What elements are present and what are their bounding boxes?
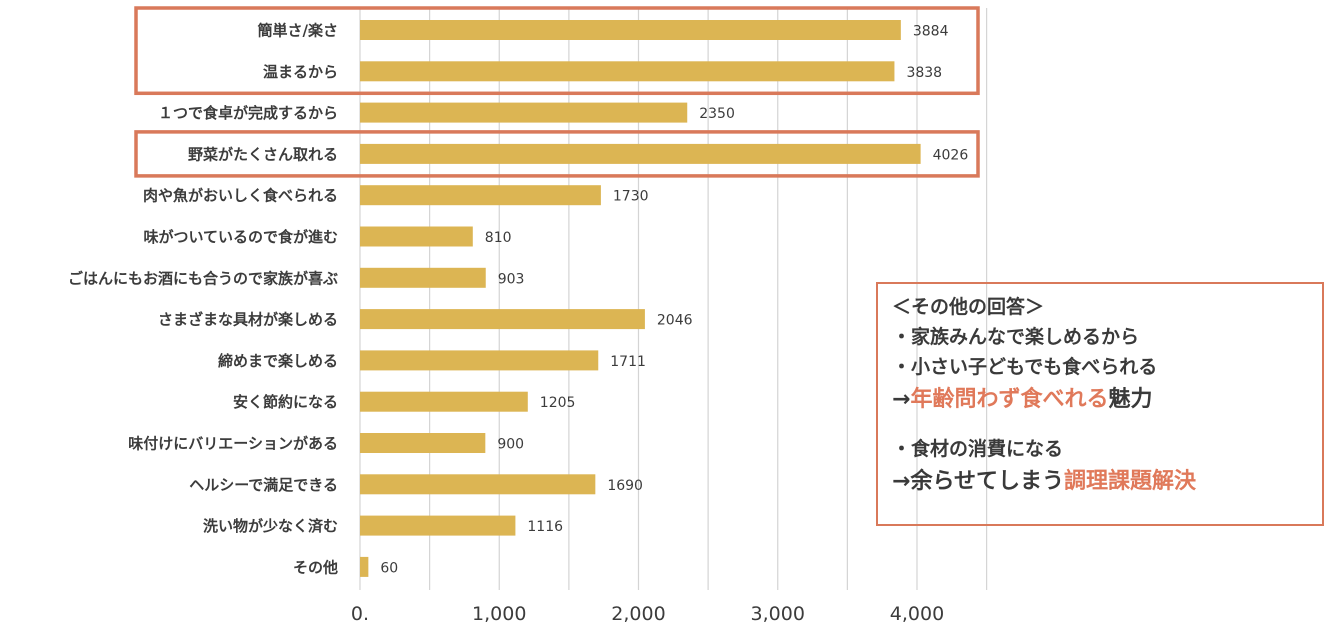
bar-0 — [360, 20, 901, 40]
bar-10 — [360, 433, 486, 453]
other-answers-callout: ＜その他の回答＞ ・家族みんなで楽しめるから ・小さい子どもでも食べられる →年… — [876, 282, 1324, 526]
value-label-6: 903 — [498, 271, 525, 287]
value-label-8: 1711 — [610, 354, 646, 370]
bar-6 — [360, 267, 486, 288]
value-label-9: 1205 — [540, 395, 576, 411]
value-labels: 3884 3838 2350 4026 1730 810 903 2046 1711 1205 90… — [380, 24, 968, 577]
value-label-2: 2350 — [699, 106, 735, 122]
x-tick-label-1: 1,000 — [472, 603, 526, 625]
category-label-7: さまざまな具材が楽しめる — [158, 311, 338, 329]
category-label-10: 味付けにバリエーションがある — [128, 435, 338, 453]
bar-9 — [360, 391, 528, 412]
value-label-10: 900 — [497, 437, 524, 453]
category-label-2: １つで食卓が完成するから — [158, 104, 338, 122]
value-label-3: 4026 — [933, 147, 969, 163]
bar-5 — [360, 226, 473, 247]
category-label-12: 洗い物が少なく済む — [203, 517, 338, 535]
category-label-13: その他 — [293, 558, 338, 576]
category-label-5: 味がついているので食が進む — [143, 228, 338, 246]
highlight-box-1 — [134, 130, 980, 178]
conclusion-1-accent: 年齢問わず食べれる — [910, 387, 1109, 412]
x-tick-label-0: 0. — [351, 603, 369, 625]
value-label-11: 1690 — [607, 478, 643, 494]
bar-12 — [360, 515, 516, 536]
arrow-2: → — [892, 469, 911, 494]
x-tick-label-2: 2,000 — [611, 603, 665, 625]
category-label-11: ヘルシーで満足できる — [189, 476, 338, 494]
category-label-8: 締めまで楽しめる — [218, 352, 338, 370]
conclusion-2-plain: 余らせてしまう — [910, 469, 1064, 494]
callout-item-ingredients: ・食材の消費になる — [892, 438, 1064, 460]
bar-11 — [360, 474, 596, 495]
value-label-5: 810 — [485, 230, 512, 246]
bar-1 — [360, 61, 895, 82]
bars — [360, 20, 921, 577]
callout-header: ＜その他の回答＞ — [892, 296, 1045, 318]
category-label-3: 野菜がたくさん取れる — [188, 145, 338, 163]
category-label-9: 安く節約になる — [233, 393, 338, 411]
x-tick-label-4: 4,000 — [890, 603, 944, 625]
callout-item-kids: ・小さい子どもでも食べられる — [892, 356, 1158, 378]
value-label-7: 2046 — [657, 313, 693, 329]
arrow-1: → — [892, 387, 911, 412]
bar-7 — [360, 309, 645, 330]
x-tick-label-3: 3,000 — [751, 603, 805, 625]
value-label-1: 3838 — [906, 65, 942, 81]
bar-13 — [360, 556, 369, 577]
value-label-4: 1730 — [613, 189, 649, 205]
conclusion-2-accent: 調理課題解決 — [1064, 469, 1197, 494]
category-label-6: ごはんにもお酒にも合うので家族が喜ぶ — [68, 269, 338, 287]
x-axis-tick-labels: 0. 1,000 2,000 3,000 4,000 — [351, 603, 944, 625]
callout-conclusion-1: →年齢問わず食べれる魅力 — [892, 382, 1308, 418]
highlight-boxes — [134, 6, 980, 178]
bar-8 — [360, 350, 599, 371]
category-label-0: 簡単さ/楽さ — [258, 22, 338, 40]
category-label-1: 温まるから — [263, 63, 338, 81]
value-label-12: 1116 — [527, 519, 563, 535]
value-label-13: 60 — [380, 560, 398, 576]
conclusion-1-rest: 魅力 — [1108, 387, 1153, 412]
category-label-4: 肉や魚がおいしく食べられる — [143, 187, 338, 205]
callout-conclusion-2: →余らせてしまう調理課題解決 — [892, 464, 1308, 500]
bar-2 — [360, 102, 688, 123]
bar-4 — [360, 185, 601, 206]
highlight-box-0 — [134, 6, 980, 96]
value-label-0: 3884 — [913, 24, 949, 40]
callout-item-family: ・家族みんなで楽しめるから — [892, 326, 1140, 348]
bar-3 — [360, 143, 921, 164]
